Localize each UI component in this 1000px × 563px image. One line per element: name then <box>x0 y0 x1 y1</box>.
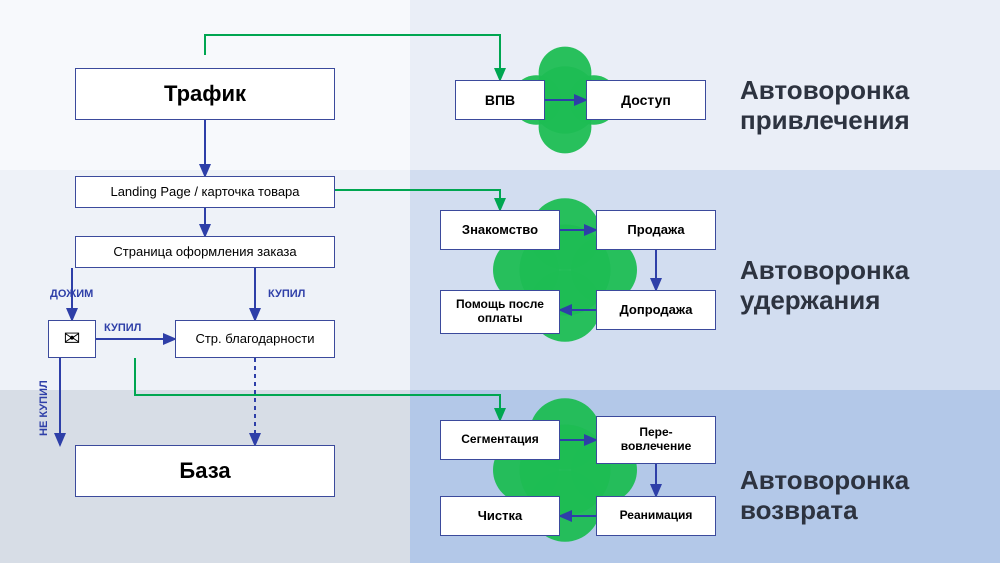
edge-label-4: КУПИЛ <box>104 322 141 334</box>
edge-label-3: КУПИЛ <box>268 288 305 300</box>
node-mail: ✉ <box>48 320 96 358</box>
edge-9 <box>335 190 500 210</box>
node-segment: Сегментация <box>440 420 560 460</box>
section-title-0: Автоворонка привлечения <box>740 76 990 136</box>
node-sale: Продажа <box>596 210 716 250</box>
node-traffic: Трафик <box>75 68 335 120</box>
section-title-2: Автоворонка возврата <box>740 466 990 526</box>
edge-13 <box>135 358 500 420</box>
node-access: Доступ <box>586 80 706 120</box>
node-base: База <box>75 445 335 497</box>
edge-label-2: ДОЖИМ <box>50 288 93 300</box>
node-reanim: Реанимация <box>596 496 716 536</box>
node-landing: Landing Page / карточка товара <box>75 176 335 208</box>
node-help: Помощь после оплаты <box>440 290 560 334</box>
diagram-stage: Трафик Landing Page / карточка товара Стра… <box>0 0 1000 563</box>
node-upsell: Допродажа <box>596 290 716 330</box>
node-meet: Знакомство <box>440 210 560 250</box>
edge-label-5: НЕ КУПИЛ <box>38 380 50 436</box>
node-vpv: ВПВ <box>455 80 545 120</box>
node-checkout: Страница оформления заказа <box>75 236 335 268</box>
node-clean: Чистка <box>440 496 560 536</box>
node-thanks: Стр. благодарности <box>175 320 335 358</box>
section-title-1: Автоворонка удержания <box>740 256 990 316</box>
node-reengage: Пере- вовлечение <box>596 416 716 464</box>
